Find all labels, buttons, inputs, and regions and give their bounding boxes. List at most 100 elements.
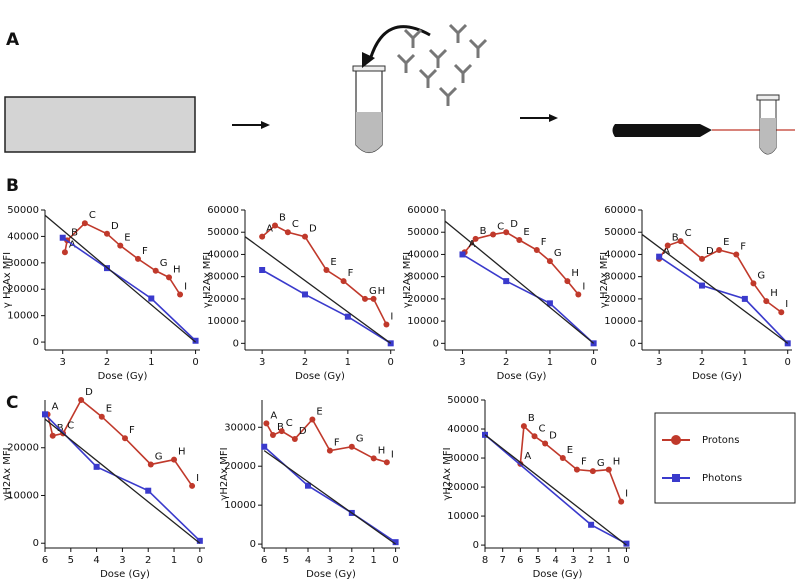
y-tick-label: 0 xyxy=(233,338,239,349)
x-tick-label: 1 xyxy=(742,357,748,368)
proton-point xyxy=(546,258,553,265)
y-tick-label: 0 xyxy=(250,539,256,550)
series-line xyxy=(444,220,595,344)
x-tick-label: 3 xyxy=(459,357,465,368)
proton-point xyxy=(564,278,571,285)
proton-point xyxy=(272,222,278,229)
point-label: G xyxy=(155,451,163,462)
x-tick-label: 3 xyxy=(570,555,576,566)
x-axis-label: Dose (Gy) xyxy=(533,569,583,580)
series-line xyxy=(46,398,193,487)
point-label: E xyxy=(567,445,573,456)
x-tick-label: 8 xyxy=(482,555,488,566)
proton-point xyxy=(362,295,368,302)
y-tick-label: 60000 xyxy=(604,205,636,216)
x-tick-label: 2 xyxy=(145,555,151,566)
proton-point xyxy=(575,291,582,298)
legend xyxy=(654,412,796,504)
series-line xyxy=(484,434,627,546)
point-label: G xyxy=(554,248,562,259)
photon-point xyxy=(261,443,268,450)
y-tick-label: 40000 xyxy=(447,424,479,435)
x-tick-label: 5 xyxy=(283,555,289,566)
proton-point xyxy=(177,291,184,298)
x-tick-label: 2 xyxy=(349,555,355,566)
point-label: F xyxy=(740,241,746,252)
x-axis-label: Dose (Gy) xyxy=(100,569,150,580)
point-label: E xyxy=(723,237,729,248)
x-tick-label: 5 xyxy=(68,555,74,566)
point-label: B xyxy=(71,227,78,238)
y-tick-label: 40000 xyxy=(407,249,439,260)
panel-label: A xyxy=(6,30,20,50)
tube xyxy=(352,65,386,154)
y-tick-label: 0 xyxy=(473,540,479,551)
point-label: B xyxy=(528,413,535,424)
y-tick-label: 50000 xyxy=(7,205,39,216)
point-label: F xyxy=(142,246,148,257)
y-tick-label: 60000 xyxy=(207,205,239,216)
point-label: I xyxy=(785,299,788,310)
y-tick-label: 10000 xyxy=(447,511,479,522)
point-label: E xyxy=(523,227,529,238)
y-tick-label: 30000 xyxy=(604,272,636,283)
point-label: H xyxy=(378,286,386,297)
x-tick-label: 6 xyxy=(42,555,48,566)
point-label: G xyxy=(356,434,364,445)
proton-point xyxy=(326,447,333,454)
point-label: D xyxy=(309,224,317,235)
x-tick-label: 1 xyxy=(547,357,553,368)
x-tick-label: 2 xyxy=(699,357,705,368)
proton-point xyxy=(370,295,377,302)
x-tick-label: 1 xyxy=(171,555,177,566)
proton-point xyxy=(750,280,757,287)
series-line xyxy=(462,253,595,344)
proton-point xyxy=(291,435,298,442)
photon-point xyxy=(302,291,308,298)
proton-point xyxy=(61,249,68,256)
point-label: D xyxy=(510,219,518,230)
y-tick-label: 20000 xyxy=(604,294,636,305)
photon-point xyxy=(503,278,510,285)
x-tick-label: 3 xyxy=(656,357,662,368)
y-tick-label: 60000 xyxy=(407,205,439,216)
point-label: C xyxy=(89,210,96,221)
point-label: A xyxy=(524,451,531,462)
photon-point xyxy=(546,300,553,307)
point-label: F xyxy=(334,438,340,449)
point-label: G xyxy=(160,258,168,269)
photon-point xyxy=(344,313,351,320)
point-label: C xyxy=(497,221,504,232)
point-label: D xyxy=(299,426,307,437)
point-label: I xyxy=(390,311,393,322)
y-tick-label: 30000 xyxy=(207,272,239,283)
y-tick-label: 30000 xyxy=(7,258,39,269)
y-tick-label: 40000 xyxy=(7,231,39,242)
y-tick-label: 20000 xyxy=(207,294,239,305)
point-label: H xyxy=(770,288,778,299)
y-tick-label: 20000 xyxy=(7,443,39,454)
y-tick-label: 50000 xyxy=(604,227,636,238)
point-label: F xyxy=(541,237,547,248)
x-tick-label: 6 xyxy=(261,555,267,566)
point-label: G xyxy=(757,270,765,281)
photon-point xyxy=(42,411,48,418)
proton-point xyxy=(49,432,56,439)
x-tick-label: 0 xyxy=(388,357,394,368)
proton-point xyxy=(763,298,770,305)
photon-point xyxy=(259,267,266,273)
series-line xyxy=(261,269,392,345)
series-line xyxy=(44,214,196,343)
proton-point xyxy=(677,238,684,245)
diagram xyxy=(4,23,795,155)
x-tick-label: 0 xyxy=(623,555,629,566)
series-line xyxy=(44,413,201,542)
proton-point xyxy=(259,233,266,240)
point-label: A xyxy=(270,410,277,421)
legend-label: Protons xyxy=(702,435,739,446)
proton-point xyxy=(618,498,625,505)
y-tick-label: 30000 xyxy=(224,422,256,433)
photon-point xyxy=(148,295,155,302)
y-tick-label: 50000 xyxy=(407,227,439,238)
x-tick-label: 4 xyxy=(553,555,559,566)
